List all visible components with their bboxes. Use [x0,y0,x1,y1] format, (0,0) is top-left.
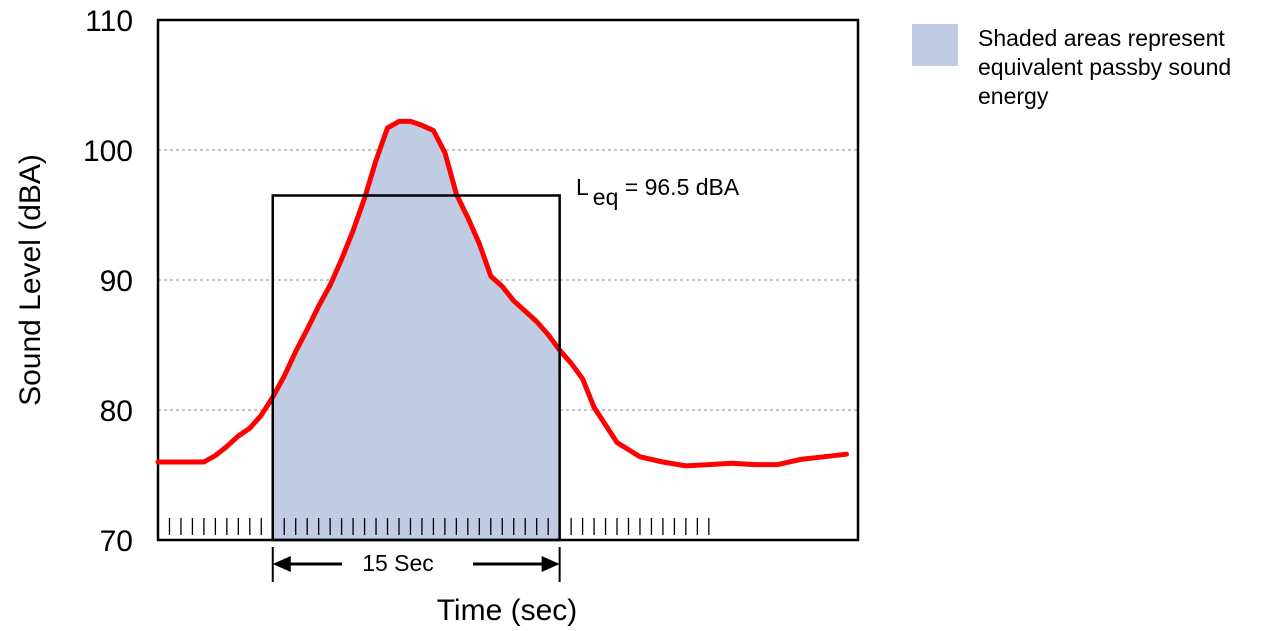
sound-level-line [155,118,849,469]
y-tick-labels: 70 80 90 100 110 [83,5,133,558]
legend-swatch [912,24,958,66]
duration-indicator: 15 Sec [271,547,561,582]
leq-label-value: = 96.5 dBA [618,174,739,200]
duration-left-arrowhead [272,556,291,572]
x-axis-title: Time (sec) [437,594,578,627]
y-tick-label: 100 [83,135,133,168]
y-tick-label: 90 [100,265,133,298]
leq-rectangle [271,194,561,542]
duration-label: 15 Sec [362,550,434,576]
legend-text: Shaded areas represent equivalent passby… [978,25,1232,109]
legend: Shaded areas represent equivalent passby… [912,24,1281,111]
y-tick-label: 110 [85,5,133,38]
y-axis-title: Sound Level (dBA) [14,154,47,406]
duration-right-arrowhead [541,556,560,572]
leq-label-subscript: eq [593,184,619,210]
leq-label-main: L [576,174,589,200]
y-tick-label: 70 [100,525,133,558]
y-tick-label: 80 [100,395,133,428]
passby-shaded-area [272,121,560,540]
